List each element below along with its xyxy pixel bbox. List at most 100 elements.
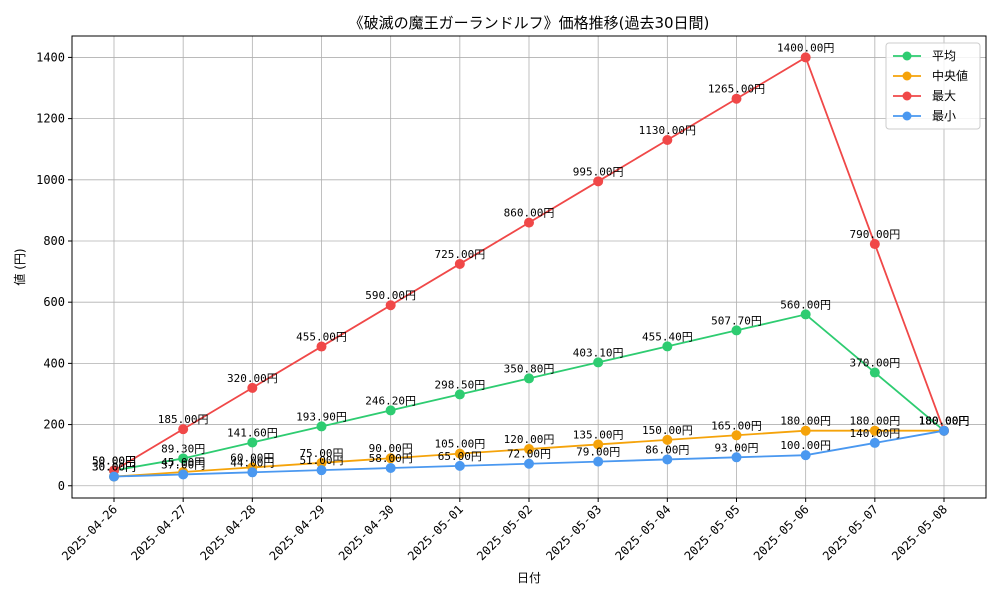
data-label: 72.00円	[507, 448, 551, 461]
y-tick-label: 800	[43, 234, 65, 248]
data-label: 246.20円	[365, 394, 416, 407]
data-label: 58.00円	[369, 452, 413, 465]
data-point	[662, 341, 673, 352]
legend-label: 中央値	[932, 68, 968, 83]
legend-marker	[902, 51, 912, 61]
y-tick-label: 400	[43, 356, 65, 370]
data-label: 507.70円	[711, 314, 762, 327]
data-label: 90.00円	[369, 442, 413, 455]
data-label: 860.00円	[504, 207, 555, 220]
data-point	[869, 425, 880, 436]
legend-marker	[902, 111, 912, 121]
legend-marker	[902, 91, 912, 101]
data-point	[247, 382, 258, 393]
data-point	[869, 437, 880, 448]
data-label: 790.00円	[849, 228, 900, 241]
data-label: 185.00円	[158, 413, 209, 426]
plot-frame	[71, 35, 987, 499]
x-tick-label: 2025-04-28	[197, 502, 258, 563]
data-point	[454, 460, 465, 471]
x-tick-label: 2025-04-27	[128, 502, 189, 563]
x-tick-label: 2025-05-08	[889, 502, 950, 563]
legend-box	[885, 42, 981, 130]
x-tick-label: 2025-05-03	[543, 502, 604, 563]
x-tick-label: 2025-05-06	[751, 502, 812, 563]
data-point	[385, 463, 396, 474]
data-label: 30.00円	[92, 461, 136, 474]
data-label: 141.60円	[227, 426, 278, 439]
data-label: 37.00円	[161, 458, 205, 471]
data-label: 93.00円	[714, 441, 758, 454]
data-labels: 50.00円 89.30円 141.60円 193.90円 246.20円 298.50円…	[92, 41, 969, 473]
x-tick-label: 2025-05-04	[612, 502, 673, 563]
data-point	[731, 430, 742, 441]
data-point	[385, 405, 396, 416]
data-label: 1130.00円	[639, 124, 696, 137]
data-point	[247, 437, 258, 448]
x-tick-label: 2025-05-01	[405, 502, 466, 563]
data-point	[385, 453, 396, 464]
data-label: 180.00円	[919, 415, 970, 428]
legend-label: 最大	[932, 89, 956, 103]
data-label: 560.00円	[780, 298, 831, 311]
data-label: 60.00円	[230, 451, 274, 464]
data-label: 995.00円	[573, 165, 624, 178]
data-label: 65.00円	[438, 450, 482, 463]
data-point	[800, 309, 811, 320]
data-point	[662, 434, 673, 445]
data-point	[731, 325, 742, 336]
x-tick-label: 2025-05-02	[474, 502, 535, 563]
y-tick-label: 600	[43, 295, 65, 309]
data-label: 50.00円	[92, 454, 136, 467]
data-point	[109, 471, 119, 482]
data-point	[662, 135, 673, 146]
data-label: 89.30円	[161, 442, 205, 455]
data-point	[939, 425, 949, 436]
data-label: 120.00円	[504, 433, 555, 446]
data-label: 455.40円	[642, 330, 693, 343]
legend-label: 最小	[932, 109, 956, 123]
data-label: 1400.00円	[777, 41, 834, 54]
data-label: 590.00円	[365, 289, 416, 302]
data-point	[454, 258, 465, 269]
y-tick-label: 1200	[36, 112, 65, 126]
x-axis-label: 日付	[517, 571, 541, 585]
data-point	[524, 373, 534, 384]
data-point	[524, 458, 534, 469]
data-label: 1265.00円	[708, 83, 765, 96]
data-point	[524, 217, 534, 228]
data-point	[593, 357, 604, 368]
data-point	[869, 367, 880, 378]
data-label: 165.00円	[711, 419, 762, 432]
data-label: 50.00円	[92, 454, 136, 467]
data-label: 298.50円	[434, 378, 485, 391]
data-label: 350.80円	[504, 362, 555, 375]
data-point	[247, 467, 258, 478]
data-label: 45.00円	[161, 456, 205, 469]
y-tick-label: 1400	[36, 50, 65, 64]
data-point	[385, 300, 396, 311]
data-point	[731, 93, 742, 104]
data-label: 193.90円	[296, 410, 347, 423]
data-point	[178, 453, 189, 464]
data-point	[178, 469, 189, 480]
data-label: 100.00円	[780, 439, 831, 452]
data-label: 403.10円	[573, 346, 624, 359]
data-point	[524, 444, 534, 455]
x-tick-label: 2025-05-07	[820, 502, 881, 563]
legend-label: 平均	[932, 49, 956, 63]
data-point	[316, 341, 327, 352]
data-label: 30.00円	[92, 461, 136, 474]
data-label: 150.00円	[642, 424, 693, 437]
data-label: 180.00円	[919, 415, 970, 428]
data-point	[316, 457, 327, 468]
y-tick-label: 1000	[36, 173, 65, 187]
data-point	[316, 421, 327, 432]
y-axis-ticks: 0 200 400 600 800 1000 1200 1400	[36, 50, 72, 493]
x-tick-label: 2025-04-29	[267, 502, 328, 563]
data-point	[593, 456, 604, 467]
data-label: 725.00円	[434, 248, 485, 261]
data-label: 86.00円	[645, 443, 689, 456]
data-point	[800, 425, 811, 436]
